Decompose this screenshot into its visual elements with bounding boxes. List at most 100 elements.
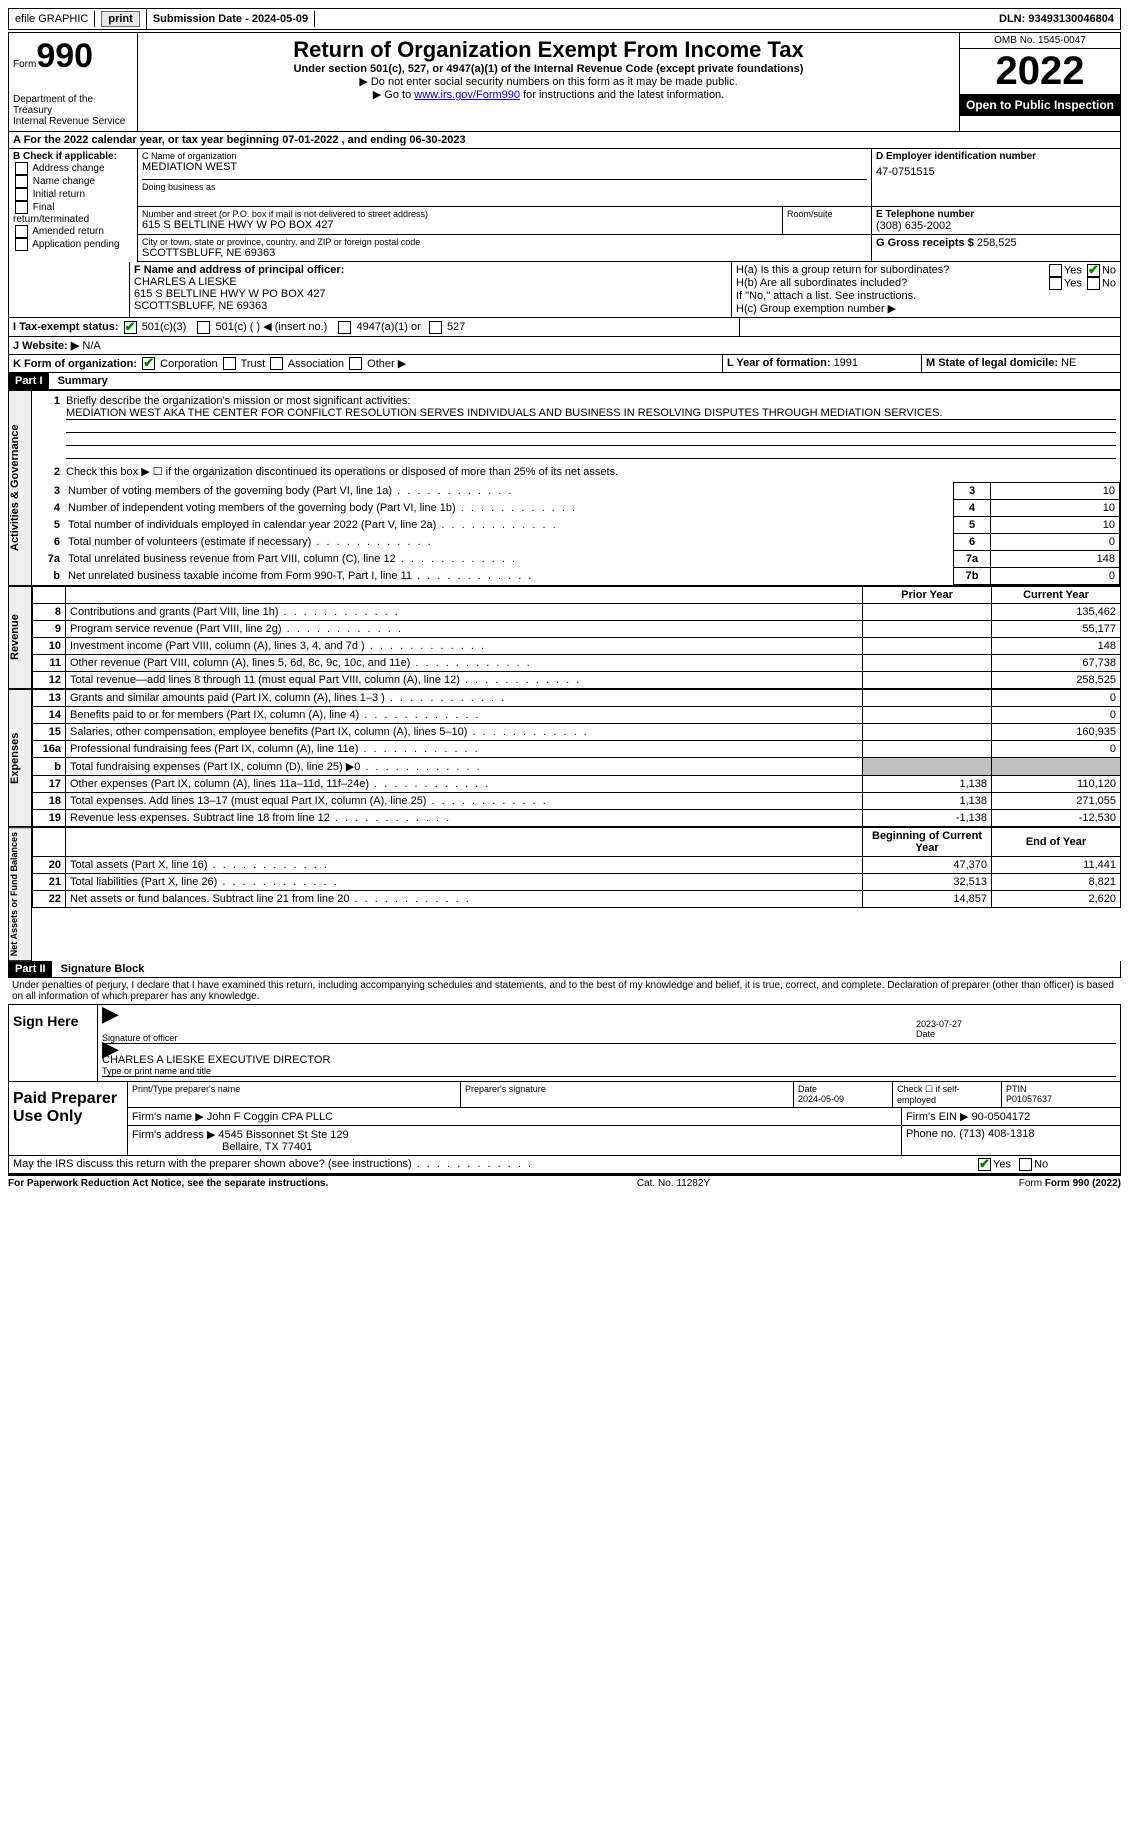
discuss-question: May the IRS discuss this return with the… [13, 1158, 976, 1171]
checkbox-ha-no[interactable] [1087, 264, 1100, 277]
checkbox-4947[interactable] [338, 321, 351, 334]
sig-officer-label: Signature of officer [102, 1019, 916, 1043]
checkbox-name-change[interactable] [15, 175, 28, 188]
table-row: 4 Number of independent voting members o… [32, 500, 1120, 517]
table-row: 3 Number of voting members of the govern… [32, 483, 1120, 500]
ptin-value: P01057637 [1006, 1094, 1052, 1104]
checkbox-app-pending[interactable] [15, 238, 28, 251]
checkbox-hb-yes[interactable] [1049, 277, 1062, 290]
table-row: 15 Salaries, other compensation, employe… [33, 724, 1121, 741]
gross-receipts: 258,525 [977, 237, 1017, 249]
dept-irs: Internal Revenue Service [13, 116, 133, 127]
check-self-employed: Check ☐ if self-employed [893, 1082, 1002, 1107]
tax-year: 2022 [960, 49, 1120, 94]
checkbox-initial-return[interactable] [15, 188, 28, 201]
checkbox-hb-no[interactable] [1087, 277, 1100, 290]
b-label: B Check if applicable: [13, 151, 133, 162]
tax-year-range: A For the 2022 calendar year, or tax yea… [8, 132, 1121, 149]
checkbox-527[interactable] [429, 321, 442, 334]
checkbox-ha-yes[interactable] [1049, 264, 1062, 277]
vert-activities-governance: Activities & Governance [8, 390, 32, 586]
street-address: 615 S BELTLINE HWY W PO BOX 427 [142, 219, 778, 231]
form-subtitle: Under section 501(c), 527, or 4947(a)(1)… [142, 63, 955, 75]
city-value: SCOTTSBLUFF, NE 69363 [142, 247, 867, 259]
mission-text: MEDIATION WEST AKA THE CENTER FOR CONFIL… [66, 407, 1116, 420]
omb-number: OMB No. 1545-0047 [960, 33, 1120, 49]
dept-treasury: Department of the Treasury [13, 94, 133, 116]
table-row: 16a Professional fundraising fees (Part … [33, 741, 1121, 758]
firm-phone: (713) 408-1318 [959, 1128, 1034, 1140]
part2-title: Signature Block [55, 961, 151, 977]
q1-text: Briefly describe the organization's miss… [66, 395, 1116, 407]
top-bar: efile GRAPHIC print Submission Date - 20… [8, 8, 1121, 30]
expenses-table: 13 Grants and similar amounts paid (Part… [32, 689, 1121, 827]
checkbox-amended[interactable] [15, 225, 28, 238]
declaration-text: Under penalties of perjury, I declare th… [8, 978, 1121, 1004]
note-ssn: ▶ Do not enter social security numbers o… [142, 75, 955, 88]
form-word: Form [13, 59, 36, 70]
j-label: J Website: ▶ [13, 340, 79, 352]
checkbox-address-change[interactable] [15, 162, 28, 175]
q2-text: Check this box ▶ ☐ if the organization d… [66, 465, 1116, 478]
officer-addr1: 615 S BELTLINE HWY W PO BOX 427 [134, 288, 727, 300]
print-button[interactable]: print [101, 11, 139, 27]
hb-label: H(b) Are all subordinates included? [736, 277, 1047, 290]
ha-label: H(a) Is this a group return for subordin… [736, 264, 1047, 277]
form-title: Return of Organization Exempt From Incom… [142, 37, 955, 63]
table-row: 17 Other expenses (Part IX, column (A), … [33, 776, 1121, 793]
revenue-table: Prior Year Current Year 8 Contributions … [32, 586, 1121, 689]
net-assets-table: Beginning of Current Year End of Year 20… [32, 827, 1121, 908]
table-row: 6 Total number of volunteers (estimate i… [32, 534, 1120, 551]
open-to-public: Open to Public Inspection [960, 94, 1120, 116]
checkbox-final-return[interactable] [15, 201, 28, 214]
part1-label: Part I [9, 373, 49, 389]
checkbox-other[interactable] [349, 357, 362, 370]
checkbox-discuss-yes[interactable] [978, 1158, 991, 1171]
checkbox-501c3[interactable] [124, 321, 137, 334]
officer-name: CHARLES A LIESKE [134, 276, 727, 288]
ag-table: 3 Number of voting members of the govern… [32, 482, 1120, 585]
part2-label: Part II [9, 961, 52, 977]
c-label: C Name of organization [142, 151, 867, 161]
table-row: 11 Other revenue (Part VIII, column (A),… [33, 655, 1121, 672]
table-row: 13 Grants and similar amounts paid (Part… [33, 690, 1121, 707]
checkbox-discuss-no[interactable] [1019, 1158, 1032, 1171]
g-label: G Gross receipts $ [876, 237, 977, 249]
checkbox-501c[interactable] [197, 321, 210, 334]
dln-label: DLN: 93493130046804 [315, 11, 1120, 27]
checkbox-assoc[interactable] [270, 357, 283, 370]
table-row: 9 Program service revenue (Part VIII, li… [33, 621, 1121, 638]
addr-label: Number and street (or P.O. box if mail i… [142, 209, 778, 219]
ein-value: 47-0751515 [876, 166, 1116, 178]
officer-addr2: SCOTTSBLUFF, NE 69363 [134, 300, 727, 312]
cat-number: Cat. No. 11282Y [637, 1178, 710, 1189]
table-row: 20 Total assets (Part X, line 16)47,3701… [33, 857, 1121, 874]
checkbox-trust[interactable] [223, 357, 236, 370]
sign-here-label: Sign Here [9, 1005, 98, 1081]
form-footer: Form Form 990 (2022) [1019, 1178, 1121, 1189]
vert-net-assets: Net Assets or Fund Balances [8, 827, 32, 961]
org-name: MEDIATION WEST [142, 161, 867, 173]
city-label: City or town, state or province, country… [142, 237, 867, 247]
form-number: 990 [36, 37, 93, 75]
vert-revenue: Revenue [8, 586, 32, 689]
e-label: E Telephone number [876, 209, 1116, 220]
checkbox-corp[interactable] [142, 357, 155, 370]
table-row: 10 Investment income (Part VIII, column … [33, 638, 1121, 655]
year-formation: 1991 [834, 357, 858, 369]
paperwork-notice: For Paperwork Reduction Act Notice, see … [8, 1178, 328, 1189]
state-domicile: NE [1061, 357, 1076, 369]
form-header: Form990 Department of the Treasury Inter… [8, 32, 1121, 132]
table-row: 22 Net assets or fund balances. Subtract… [33, 891, 1121, 908]
irs-link[interactable]: www.irs.gov/Form990 [414, 89, 520, 101]
sig-date-value: 2023-07-27 [916, 1019, 1116, 1029]
efile-label: efile GRAPHIC [9, 11, 95, 27]
i-label: I Tax-exempt status: [13, 321, 119, 333]
table-row: 19 Revenue less expenses. Subtract line … [33, 810, 1121, 827]
room-label: Room/suite [783, 207, 872, 235]
phone-value: (308) 635-2002 [876, 220, 1116, 232]
table-row: b Net unrelated business taxable income … [32, 568, 1120, 585]
firm-addr1: 4545 Bissonnet St Ste 129 [218, 1129, 348, 1141]
table-row: 21 Total liabilities (Part X, line 26)32… [33, 874, 1121, 891]
table-row: 7a Total unrelated business revenue from… [32, 551, 1120, 568]
